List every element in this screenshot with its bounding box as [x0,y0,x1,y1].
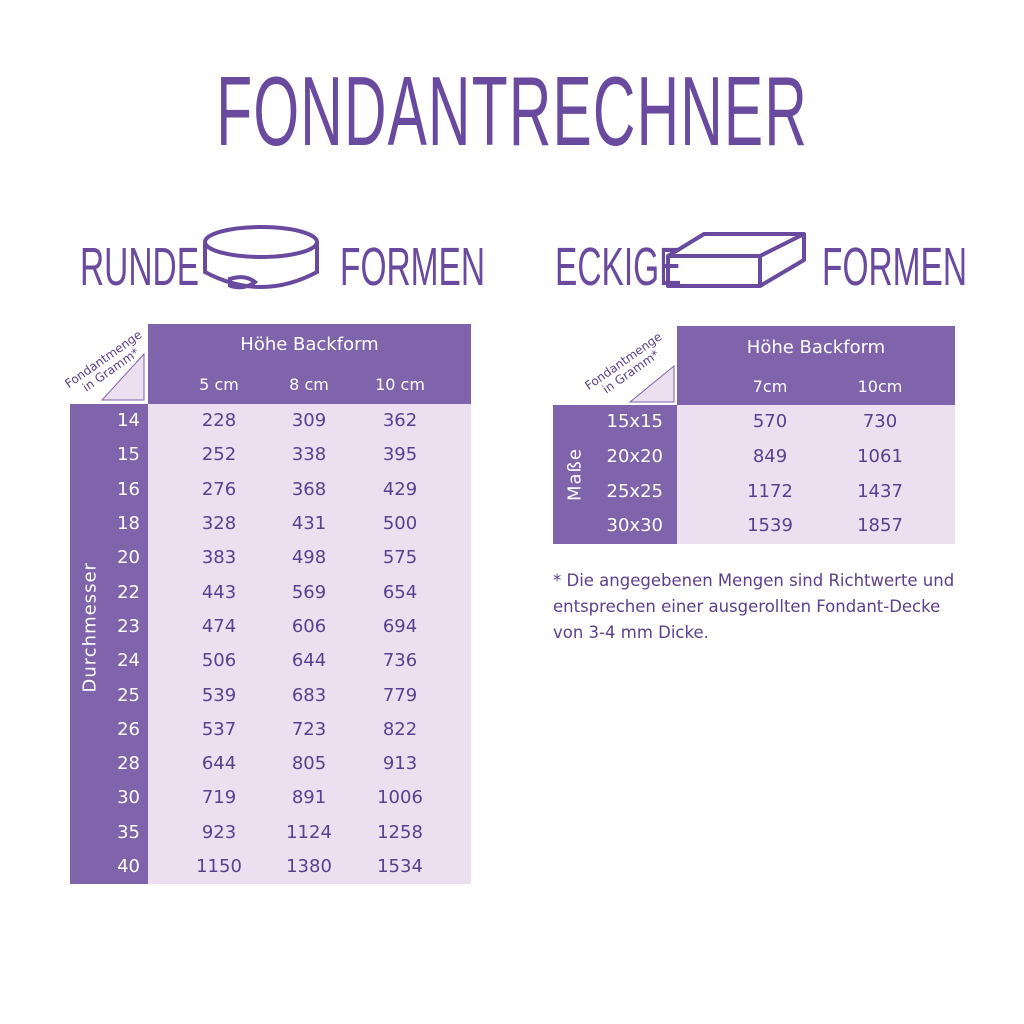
round-cell: 891 [291,787,327,809]
round-cell: 1258 [377,821,423,843]
square-cell: 1172 [747,480,793,502]
round-cell: 328 [201,513,237,535]
square-row-label: 15x15 [606,411,663,433]
square-cell: 1061 [857,446,903,468]
round-row-label: 26 [117,718,140,740]
round-cell: 309 [291,410,327,432]
round-row-label: 23 [117,615,140,637]
square-body-bg [677,405,955,544]
round-column-header: 5 cm [199,375,239,394]
round-cell: 276 [201,478,237,500]
footnote: * Die angegebenen Mengen sind Richtwerte… [553,571,955,642]
round-cell: 362 [382,410,418,432]
square-cake-pan-icon [666,232,806,288]
round-cell: 644 [291,650,327,672]
round-cell: 694 [382,615,418,637]
round-cell: 822 [382,718,418,740]
round-cell: 606 [291,615,327,637]
round-header-bg [148,324,471,404]
round-cell: 1124 [286,821,332,843]
corner-triangle [628,364,675,403]
round-row-label: 14 [117,410,140,432]
square-header-title: Höhe Backform [746,337,886,358]
round-cell: 500 [382,513,418,535]
round-row-label: 25 [117,684,140,706]
round-cell: 1380 [286,856,332,878]
round-cell: 537 [201,718,237,740]
round-column-header: 10 cm [375,375,425,394]
square-label-left: ECKIGE [555,237,682,297]
round-row-label: 22 [117,581,140,603]
round-row-label: 20 [117,547,140,569]
round-cell: 736 [382,650,418,672]
square-cell: 1437 [857,480,903,502]
round-row-header-bg [70,404,148,884]
round-label-right: FORMEN [340,237,486,297]
round-cake-pan-icon [203,225,319,290]
round-cell: 805 [291,753,327,775]
round-row-label: 18 [117,513,140,535]
round-cell: 474 [201,615,237,637]
round-cell: 498 [291,547,327,569]
round-row-label: 30 [117,787,140,809]
square-cell: 570 [752,411,788,433]
square-row-header-bg [553,405,677,544]
round-cell: 654 [382,581,418,603]
round-cell: 506 [201,650,237,672]
round-cell: 719 [201,787,237,809]
square-column-header: 10cm [857,377,903,396]
round-cell: 228 [201,410,237,432]
round-cell: 443 [201,581,237,603]
round-cell: 779 [382,684,418,706]
square-row-label: 30x30 [606,515,663,537]
round-body-bg [148,404,471,884]
page-title: FONDANTRECHNER [216,56,808,166]
round-cell: 683 [291,684,327,706]
round-cell: 644 [201,753,237,775]
corner-triangle [100,352,145,401]
round-cell: 569 [291,581,327,603]
round-row-label: 16 [117,478,140,500]
round-cell: 913 [382,753,418,775]
round-cell: 923 [201,821,237,843]
round-cell: 383 [201,547,237,569]
round-cell: 1534 [377,856,423,878]
round-cell: 539 [201,684,237,706]
round-cell: 338 [291,444,327,466]
round-row-label: 24 [117,650,140,672]
round-row-label: 15 [117,444,140,466]
square-cell: 1857 [857,515,903,537]
square-column-header: 7cm [752,377,788,396]
square-cell: 1539 [747,515,793,537]
square-row-axis-label: Maße [564,448,586,501]
round-cell: 252 [201,444,237,466]
round-cell: 723 [291,718,327,740]
square-row-label: 25x25 [606,480,663,502]
round-cell: 1006 [377,787,423,809]
round-row-label: 35 [117,821,140,843]
round-row-axis-label: Durchmesser [79,562,101,693]
round-cell: 575 [382,547,418,569]
square-label-right: FORMEN [822,237,968,297]
square-cell: 730 [862,411,898,433]
round-cell: 431 [291,513,327,535]
round-row-label: 40 [117,856,140,878]
round-cell: 368 [291,478,327,500]
round-cell: 1150 [196,856,242,878]
square-cell: 849 [752,446,788,468]
round-cell: 395 [382,444,418,466]
square-header-bg [677,326,955,405]
round-column-header: 8 cm [289,375,329,394]
round-row-label: 28 [117,753,140,775]
square-row-label: 20x20 [606,446,663,468]
round-header-title: Höhe Backform [240,334,379,355]
round-label-left: RUNDE [80,237,200,297]
round-cell: 429 [382,478,418,500]
